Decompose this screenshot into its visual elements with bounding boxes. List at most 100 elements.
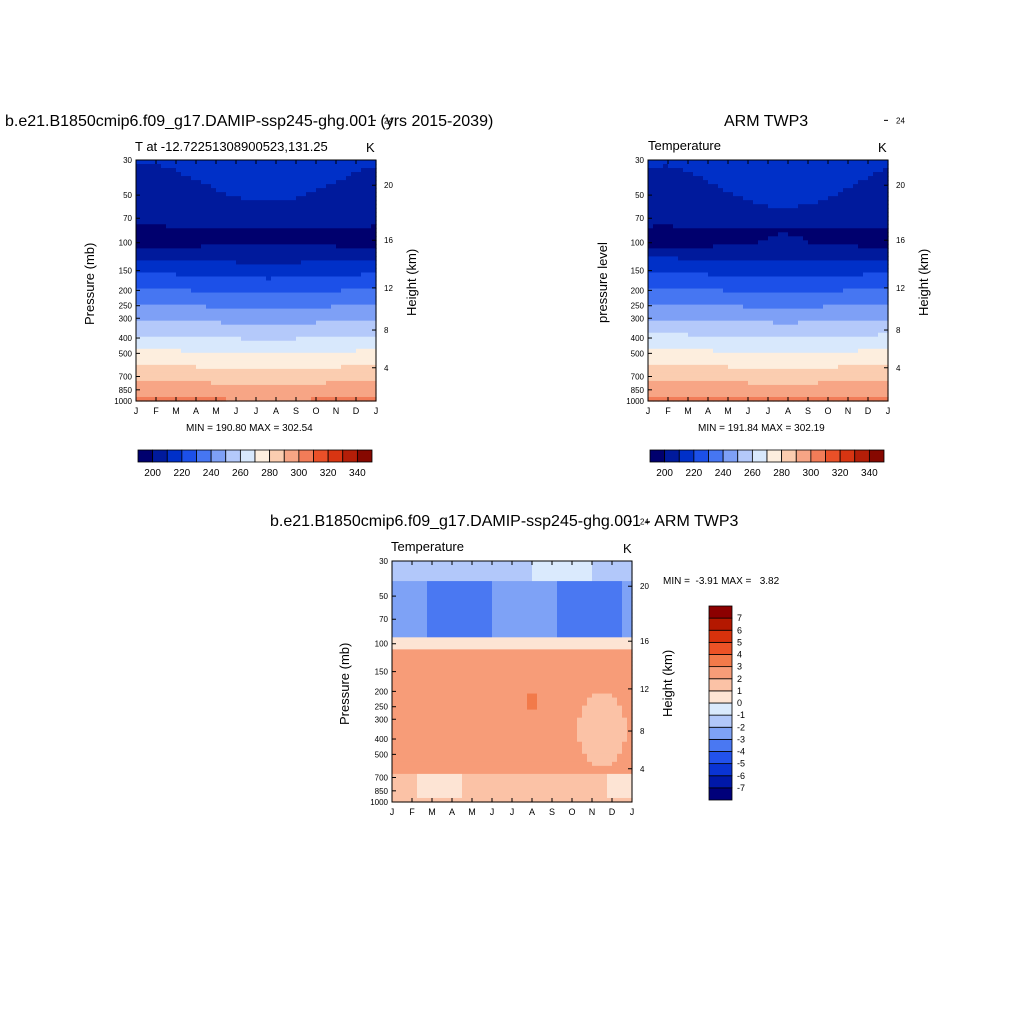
panel1-cell (371, 176, 377, 181)
panel2-cell (688, 184, 694, 189)
panel1-cell (301, 172, 307, 177)
panel1-cell (311, 184, 317, 189)
panel1-cell (191, 296, 197, 302)
panel1-cell (361, 312, 367, 318)
panel2-cell (798, 252, 804, 257)
panel1-cell (326, 208, 332, 213)
panel2-cell (738, 196, 744, 201)
panel1-cell (221, 316, 227, 322)
panel1-cell (211, 372, 217, 378)
panel2-cell (728, 312, 734, 318)
panel2-cell (718, 392, 724, 398)
panel2-cell (733, 188, 739, 193)
panel1-cell (281, 292, 287, 298)
panel1-cell (321, 336, 327, 342)
panel2-cell (793, 216, 799, 221)
panel2-cell (698, 396, 704, 402)
panel1-cell (291, 232, 297, 237)
panel1-cell (136, 184, 142, 189)
panel2-cell (793, 212, 799, 217)
panel1-cell (276, 312, 282, 318)
panel1-cell (346, 348, 352, 354)
panel2-cell (738, 248, 744, 253)
panel2-cell (798, 336, 804, 342)
panel2-cell (683, 384, 689, 390)
panel1-cell (301, 292, 307, 298)
panel2-cell (743, 268, 749, 274)
panel1-cell (161, 272, 167, 278)
panel2-cell (728, 364, 734, 370)
panel1-cell (226, 300, 232, 306)
panel1-cell (136, 264, 142, 270)
panel2-cell (713, 308, 719, 314)
panel1-cell (346, 276, 352, 282)
panel2-cell (663, 316, 669, 322)
panel2-cell (693, 276, 699, 282)
panel1-cell (296, 220, 302, 225)
panel1-cell (226, 328, 232, 334)
panel2-cell (688, 304, 694, 310)
panel2-cell (798, 360, 804, 366)
panel2-cell (753, 268, 759, 274)
panel1-cell (141, 316, 147, 322)
panel1-cell (191, 220, 197, 225)
panel2-cell (773, 380, 779, 386)
panel1-cell (251, 172, 257, 177)
panel1-cell (261, 396, 267, 402)
panel1-cell (221, 272, 227, 278)
panel1-cell (236, 224, 242, 229)
panel1-cell (311, 380, 317, 386)
panel1-cell (261, 280, 267, 286)
panel1-cell (266, 320, 272, 326)
panel1-cell (321, 324, 327, 330)
panel1-cell (241, 320, 247, 326)
panel1-cell (191, 316, 197, 322)
panel1-colorbar-swatch (269, 449, 285, 463)
panel1-cell (366, 316, 372, 322)
panel1-cell (171, 308, 177, 314)
panel2-cell (693, 356, 699, 362)
panel2-cell (678, 208, 684, 213)
panel2-cell (658, 212, 664, 217)
panel1-cell (146, 308, 152, 314)
panel1-cell (221, 296, 227, 302)
panel1-cell (171, 328, 177, 334)
panel1-cell (336, 320, 342, 326)
panel2-cell (698, 344, 704, 350)
panel1-cell (216, 236, 222, 241)
panel1-cell (206, 320, 212, 326)
panel2-cell (793, 160, 799, 165)
panel2-cell (738, 244, 744, 249)
panel1-cell (141, 216, 147, 221)
panel2-cell (743, 376, 749, 382)
panel1-cell (201, 244, 207, 249)
panel1-cell (276, 376, 282, 382)
panel2-cell (763, 192, 769, 197)
panel2-cell (743, 328, 749, 334)
panel1-cell (361, 260, 367, 266)
panel1-cell (246, 388, 252, 394)
panel2-cell (788, 340, 794, 346)
panel1-cell (296, 184, 302, 189)
panel1-cell (276, 252, 282, 257)
panel1-cell (166, 188, 172, 193)
panel1-cell (191, 396, 197, 402)
panel1-cell (226, 188, 232, 193)
panel1-cell (226, 236, 232, 241)
panel2-cell (703, 212, 709, 217)
panel1-cell (186, 356, 192, 362)
panel1-cell (141, 272, 147, 278)
panel1-cell (286, 380, 292, 386)
panel1-cell (156, 384, 162, 390)
panel1-cell (316, 284, 322, 290)
panel1-cell (176, 284, 182, 290)
panel2-cell (748, 300, 754, 306)
panel1-cell (226, 352, 232, 358)
panel1-cell (151, 352, 157, 358)
panel1-cell (211, 184, 217, 189)
panel1-cell (181, 372, 187, 378)
panel1-cell (156, 332, 162, 338)
panel1-cell (246, 240, 252, 245)
panel2-cell (668, 352, 674, 358)
panel1-cell (206, 344, 212, 350)
